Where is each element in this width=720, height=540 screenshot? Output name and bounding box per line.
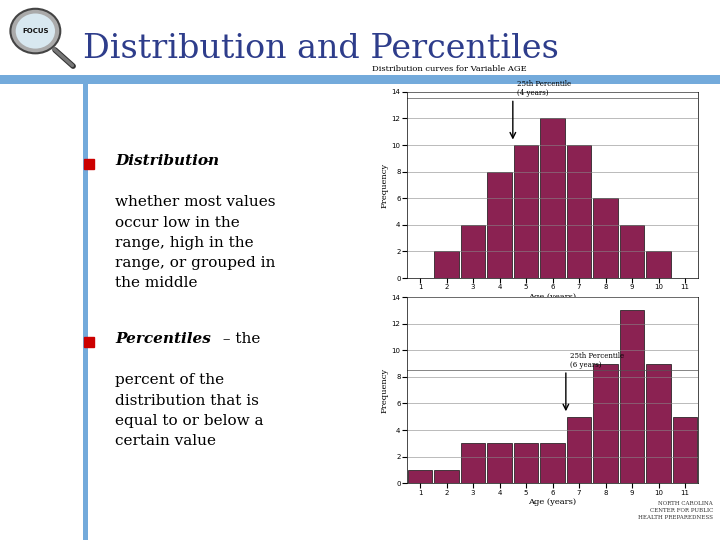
Text: FOCUS: FOCUS <box>22 28 49 34</box>
Y-axis label: Frequency: Frequency <box>381 163 389 207</box>
Bar <box>408 470 432 483</box>
Circle shape <box>16 14 55 49</box>
X-axis label: Age (years): Age (years) <box>528 293 577 301</box>
Text: Distribution curves for Variable AGE: Distribution curves for Variable AGE <box>372 65 526 73</box>
Bar <box>514 145 539 278</box>
X-axis label: Age (years): Age (years) <box>528 498 577 507</box>
Text: percent of the
distribution that is
equal to or below a
certain value: percent of the distribution that is equa… <box>115 374 264 448</box>
Bar <box>593 198 618 278</box>
Circle shape <box>10 9 60 53</box>
Text: 25th Percentile
(4 years): 25th Percentile (4 years) <box>517 80 571 97</box>
Bar <box>487 172 512 278</box>
Bar <box>593 363 618 483</box>
Bar <box>567 145 591 278</box>
Bar <box>434 470 459 483</box>
Bar <box>461 225 485 278</box>
Text: 25th Percentile
(6 years): 25th Percentile (6 years) <box>570 352 624 369</box>
Text: –: – <box>199 154 212 168</box>
Bar <box>620 225 644 278</box>
Text: NORTH CAROLINA
CENTER FOR PUBLIC
HEALTH PREPAREDNESS: NORTH CAROLINA CENTER FOR PUBLIC HEALTH … <box>638 501 713 520</box>
Text: whether most values
occur low in the
range, high in the
range, or grouped in
the: whether most values occur low in the ran… <box>115 195 276 289</box>
Bar <box>461 443 485 483</box>
Bar <box>434 252 459 278</box>
Text: Distribution and Percentiles: Distribution and Percentiles <box>83 33 559 65</box>
Text: Percentiles: Percentiles <box>115 332 211 346</box>
Bar <box>514 443 539 483</box>
Bar <box>541 443 564 483</box>
Bar <box>487 443 512 483</box>
Bar <box>673 417 698 483</box>
Text: – the: – the <box>217 332 260 346</box>
Text: Distribution: Distribution <box>115 154 219 168</box>
Bar <box>620 310 644 483</box>
Y-axis label: Frequency: Frequency <box>381 368 389 413</box>
Bar <box>541 118 564 278</box>
Bar <box>647 363 671 483</box>
Bar <box>567 417 591 483</box>
Bar <box>647 252 671 278</box>
